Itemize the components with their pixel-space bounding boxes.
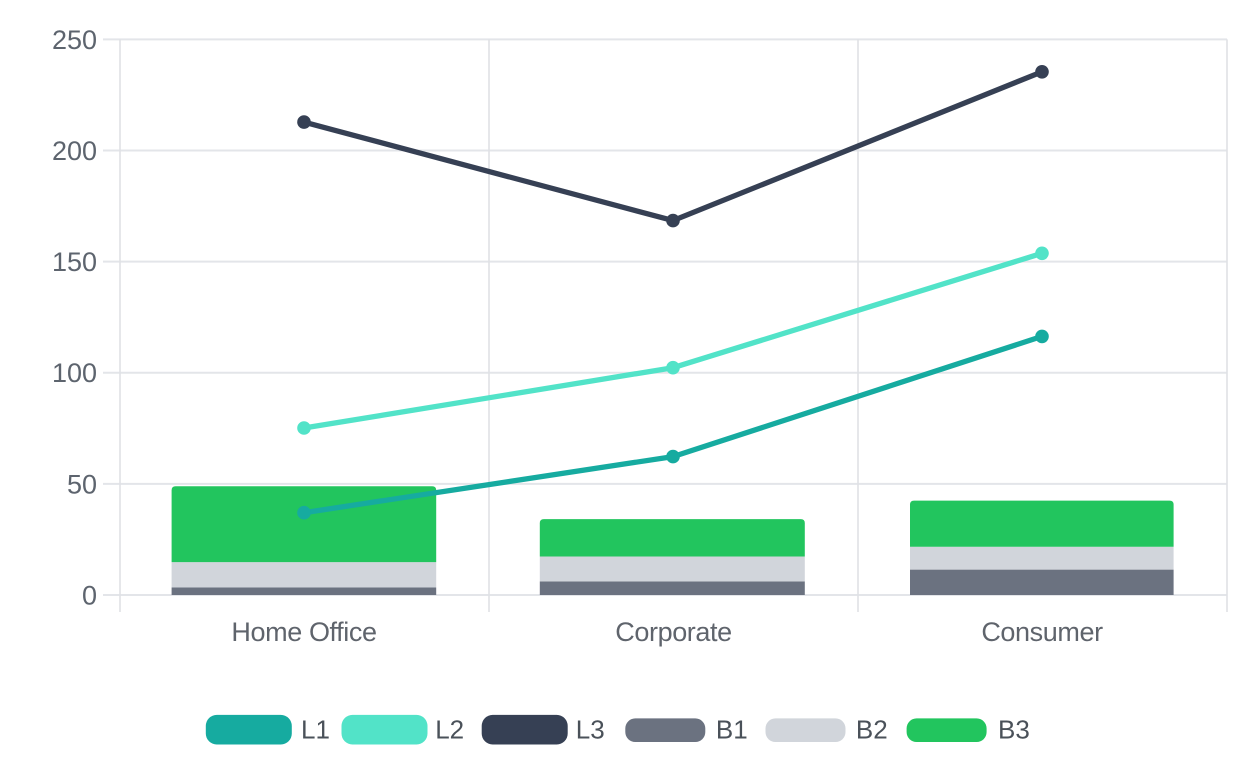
svg-text:Consumer: Consumer (981, 617, 1103, 647)
svg-text:0: 0 (82, 581, 97, 611)
svg-text:200: 200 (52, 136, 97, 166)
svg-text:150: 150 (52, 247, 97, 277)
svg-text:Corporate: Corporate (615, 617, 731, 647)
svg-text:Home Office: Home Office (231, 617, 376, 647)
svg-text:50: 50 (67, 469, 97, 499)
svg-text:L3: L3 (576, 715, 605, 745)
svg-text:L1: L1 (301, 715, 330, 745)
svg-text:L2: L2 (435, 715, 464, 745)
svg-text:B3: B3 (998, 715, 1030, 745)
svg-text:B2: B2 (856, 715, 888, 745)
svg-text:100: 100 (52, 358, 97, 388)
svg-text:250: 250 (52, 25, 97, 55)
svg-text:B1: B1 (716, 715, 748, 745)
